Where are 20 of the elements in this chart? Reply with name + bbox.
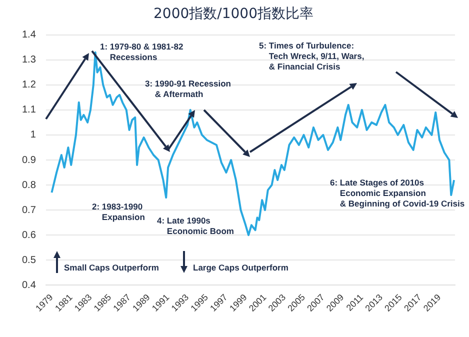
chart-title: 2000指数/1000指数比率: [154, 6, 314, 22]
annotation: Small Caps Outperform: [64, 262, 160, 273]
y-tick-label: 0.4: [22, 280, 36, 291]
annotation: 1: 1979-80 & 1981-82 Recessions: [100, 42, 184, 62]
y-tick-label: 0.6: [22, 230, 36, 241]
y-tick-label: 1.3: [22, 54, 36, 66]
annotation: 5: Times of Turbulence: Tech Wreck, 9/11, Wars, & Financial Crisis: [259, 40, 364, 72]
y-tick-label: 0.8: [22, 180, 36, 191]
annotation: 3: 1990-91 Recession & Aftermath: [145, 78, 231, 100]
y-tick-label: 1.1: [22, 104, 36, 116]
annotation: 4: Late 1990s Economic Boom: [157, 216, 234, 236]
annotation: Large Caps Outperform: [193, 262, 289, 273]
y-tick-label: 0.9: [22, 154, 36, 166]
y-tick-label: 1.2: [22, 80, 36, 91]
annotation: 2: 1983-1990 Expansion: [92, 202, 145, 222]
y-tick-label: 1: [30, 130, 36, 141]
y-tick-label: 0.7: [22, 204, 36, 216]
y-tick-label: 1.4: [22, 30, 36, 41]
annotation: 6: Late Stages of 2010s Economic Expansion & Beginning of Covid-19 Crisis: [330, 178, 465, 209]
y-tick-label: 0.5: [22, 254, 36, 266]
